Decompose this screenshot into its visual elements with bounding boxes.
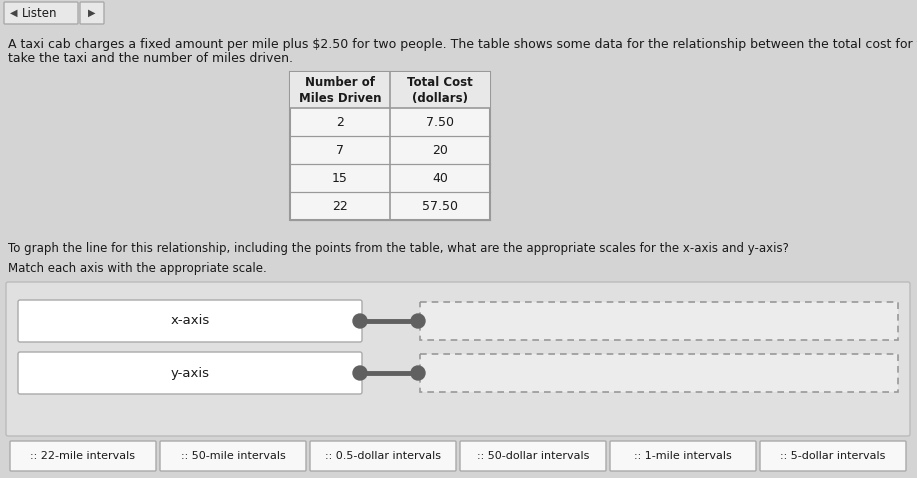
- FancyBboxPatch shape: [460, 441, 606, 471]
- FancyBboxPatch shape: [18, 352, 362, 394]
- Circle shape: [411, 366, 425, 380]
- Text: :: 22-mile intervals: :: 22-mile intervals: [30, 451, 136, 461]
- FancyBboxPatch shape: [6, 282, 910, 436]
- Text: take the taxi and the number of miles driven.: take the taxi and the number of miles dr…: [8, 52, 293, 65]
- Circle shape: [353, 366, 367, 380]
- Text: :: 0.5-dollar intervals: :: 0.5-dollar intervals: [325, 451, 441, 461]
- Text: :: 1-mile intervals: :: 1-mile intervals: [635, 451, 732, 461]
- Text: 22: 22: [332, 199, 348, 213]
- FancyBboxPatch shape: [610, 441, 756, 471]
- FancyBboxPatch shape: [80, 2, 104, 24]
- Text: :: 5-dollar intervals: :: 5-dollar intervals: [780, 451, 886, 461]
- FancyBboxPatch shape: [160, 441, 306, 471]
- Text: Match each axis with the appropriate scale.: Match each axis with the appropriate sca…: [8, 262, 267, 275]
- Text: Total Cost
(dollars): Total Cost (dollars): [407, 76, 473, 105]
- Text: To graph the line for this relationship, including the points from the table, wh: To graph the line for this relationship,…: [8, 242, 789, 255]
- FancyBboxPatch shape: [760, 441, 906, 471]
- Bar: [290, 72, 490, 108]
- Text: Listen: Listen: [22, 7, 58, 20]
- FancyBboxPatch shape: [18, 300, 362, 342]
- Text: 15: 15: [332, 172, 348, 185]
- Text: y-axis: y-axis: [171, 367, 209, 380]
- Text: A taxi cab charges a fixed amount per mile plus $2.50 for two people. The table : A taxi cab charges a fixed amount per mi…: [8, 38, 917, 51]
- Text: ◀: ◀: [10, 8, 17, 18]
- Circle shape: [353, 314, 367, 328]
- Text: :: 50-mile intervals: :: 50-mile intervals: [181, 451, 285, 461]
- Circle shape: [411, 314, 425, 328]
- Text: 40: 40: [432, 172, 447, 185]
- Text: 7: 7: [336, 143, 344, 156]
- Text: :: 50-dollar intervals: :: 50-dollar intervals: [477, 451, 590, 461]
- Text: 2: 2: [336, 116, 344, 129]
- Text: Number of
Miles Driven: Number of Miles Driven: [299, 76, 381, 105]
- FancyBboxPatch shape: [10, 441, 156, 471]
- FancyBboxPatch shape: [4, 2, 78, 24]
- FancyBboxPatch shape: [310, 441, 456, 471]
- Bar: [420, 354, 898, 392]
- Text: x-axis: x-axis: [171, 315, 210, 327]
- Bar: [290, 72, 490, 220]
- Bar: [420, 302, 898, 340]
- Text: 20: 20: [432, 143, 447, 156]
- Text: ▶: ▶: [88, 8, 95, 18]
- Text: 57.50: 57.50: [422, 199, 458, 213]
- Text: 7.50: 7.50: [426, 116, 454, 129]
